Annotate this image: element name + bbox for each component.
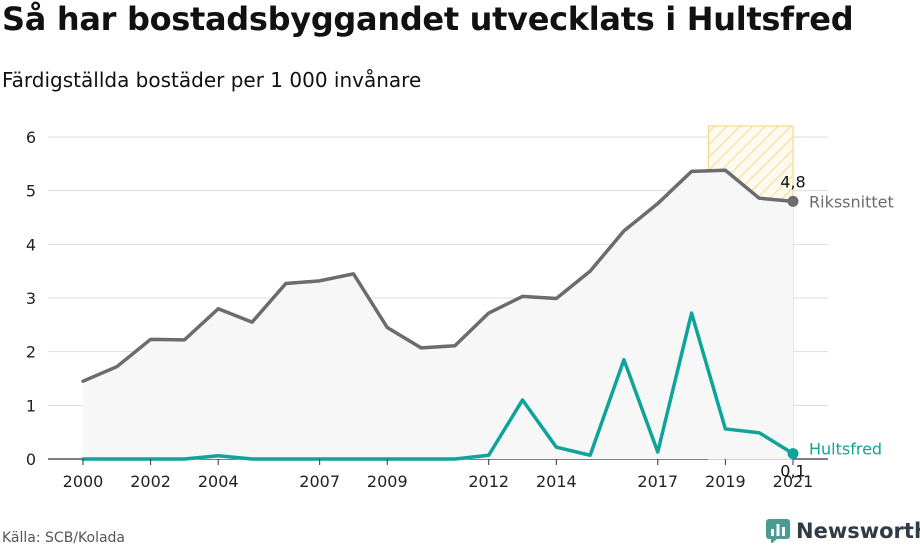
x-tick-label: 2017 xyxy=(637,472,678,491)
series-lines xyxy=(81,168,795,461)
series-label-rikssnittet: Rikssnittet xyxy=(809,192,894,211)
x-tick-label: 2004 xyxy=(198,472,239,491)
end-value-rikssnittet: 4,8 xyxy=(780,172,805,191)
x-axis-ticks: 2000 2002 2004 2007 2009 2012 2014 2017 2019 2021 xyxy=(63,459,814,491)
x-tick-label: 2000 xyxy=(63,472,104,491)
y-tick-label: 6 xyxy=(26,128,36,147)
y-tick-label: 5 xyxy=(26,182,36,201)
end-point-hultsfred xyxy=(787,448,799,460)
y-tick-label: 3 xyxy=(26,289,36,308)
source-note: Källa: SCB/Kolada xyxy=(2,530,126,546)
end-point-rikssnittet xyxy=(787,195,799,207)
area-rikssnittet xyxy=(83,170,793,460)
chart-subtitle: Färdigställda bostäder per 1 000 invånar… xyxy=(2,68,422,92)
national-average-area xyxy=(83,170,793,460)
y-tick-label: 1 xyxy=(26,396,36,415)
x-tick-label: 2009 xyxy=(367,472,408,491)
x-tick-label: 2014 xyxy=(536,472,577,491)
y-tick-label: 2 xyxy=(26,343,36,362)
series-label-hultsfred: Hultsfred xyxy=(809,440,882,459)
x-tick-label: 2021 xyxy=(773,472,814,491)
x-tick-label: 2002 xyxy=(130,472,171,491)
line-hultsfred xyxy=(81,311,795,461)
brand-name: Newsworthy xyxy=(796,519,920,543)
y-tick-label: 0 xyxy=(26,450,36,469)
y-tick-label: 4 xyxy=(26,235,36,254)
line-rikssnittet xyxy=(81,168,795,383)
x-tick-label: 2019 xyxy=(705,472,746,491)
end-value-hultsfred: 0,1 xyxy=(780,462,805,481)
y-axis-ticks: 0 1 2 3 4 5 6 xyxy=(26,128,36,469)
chart-title: Så har bostadsbyggandet utvecklats i Hul… xyxy=(2,0,854,38)
newsworthy-logo-icon xyxy=(766,519,790,543)
x-tick-label: 2012 xyxy=(468,472,509,491)
brand-logo: Newsworthy xyxy=(766,519,920,543)
x-tick-label: 2007 xyxy=(299,472,340,491)
